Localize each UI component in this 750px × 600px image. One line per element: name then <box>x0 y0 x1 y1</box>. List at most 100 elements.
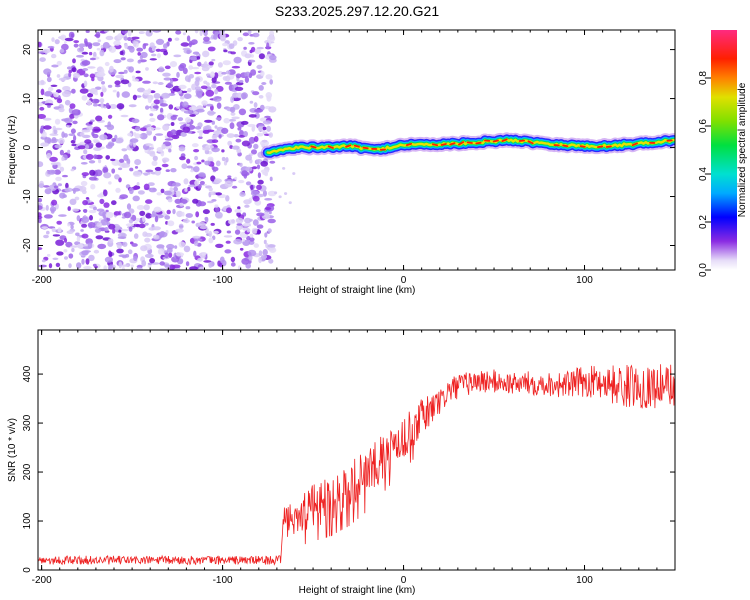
noise-blob <box>251 227 258 234</box>
noise-blob <box>174 37 180 41</box>
noise-blob <box>231 145 240 150</box>
noise-blob <box>168 148 172 153</box>
noise-blob <box>38 41 42 48</box>
noise-blob <box>260 160 269 167</box>
noise-blob <box>167 37 172 42</box>
noise-blob <box>127 249 133 255</box>
noise-blob <box>102 166 109 174</box>
noise-blob <box>249 218 253 222</box>
noise-blob <box>81 172 90 177</box>
ridge-peak <box>458 141 465 146</box>
noise-blob <box>198 172 206 177</box>
noise-blob <box>234 86 244 91</box>
noise-blob <box>89 57 96 61</box>
noise-blob <box>87 92 94 98</box>
noise-blob <box>166 247 173 254</box>
x-tick-label: -200 <box>32 275 52 286</box>
noise-blob <box>76 54 84 58</box>
noise-blob <box>50 162 59 166</box>
noise-blob <box>138 223 146 229</box>
snr-y-label: SNR (10 * v/v) <box>7 418 18 482</box>
noise-blob <box>254 108 263 113</box>
noise-blob <box>128 66 135 73</box>
noise-blob <box>92 263 97 267</box>
y-tick-label: -10 <box>22 189 33 204</box>
noise-blob <box>153 99 161 105</box>
noise-blob <box>235 138 242 143</box>
noise-blob <box>212 96 222 102</box>
noise-blob <box>166 209 171 215</box>
noise-blob <box>105 209 109 213</box>
noise-blob <box>144 232 153 237</box>
noise-blob <box>95 142 103 148</box>
noise-blob <box>235 217 244 224</box>
spectrogram-frame <box>37 29 676 271</box>
noise-blob <box>95 31 101 39</box>
noise-blob <box>238 80 244 83</box>
noise-blob <box>137 60 142 64</box>
noise-blob <box>81 134 91 139</box>
noise-blob <box>178 84 187 90</box>
noise-blob <box>118 229 122 233</box>
noise-blob <box>146 124 152 127</box>
noise-blob <box>227 140 233 146</box>
noise-blob <box>268 132 273 138</box>
noise-blob <box>252 166 258 170</box>
noise-blob <box>170 115 177 120</box>
noise-blob <box>262 126 267 131</box>
noise-blob <box>145 105 150 110</box>
x-tick-label: -200 <box>32 575 52 586</box>
noise-blob <box>258 250 263 257</box>
noise-blob <box>81 189 87 195</box>
noise-blob <box>63 249 68 253</box>
noise-blob <box>68 253 74 259</box>
noise-blob <box>185 261 190 267</box>
noise-blob <box>61 43 69 51</box>
noise-blob <box>113 40 121 46</box>
noise-blob <box>64 37 74 42</box>
noise-blob <box>133 233 139 239</box>
noise-blob <box>257 179 264 185</box>
noise-blob <box>144 222 149 226</box>
noise-blob <box>91 77 95 82</box>
noise-blob <box>202 209 210 215</box>
noise-blob <box>267 228 272 233</box>
noise-blob <box>191 220 195 224</box>
noise-blob <box>131 118 140 124</box>
noise-blob <box>205 89 215 97</box>
noise-blob <box>180 108 186 112</box>
noise-blob <box>38 183 45 189</box>
spectrogram-noise-region <box>38 30 296 270</box>
noise-blob <box>248 114 257 118</box>
noise-blob <box>218 134 222 139</box>
x-tick-label: 100 <box>576 275 593 286</box>
noise-blob <box>89 215 93 221</box>
noise-blob <box>108 181 112 185</box>
noise-blob <box>76 235 81 243</box>
noise-blob <box>43 185 50 188</box>
noise-blob <box>179 156 186 161</box>
noise-blob <box>236 223 243 226</box>
noise-blob <box>212 166 219 172</box>
noise-blob <box>256 132 264 137</box>
noise-blob <box>250 46 256 53</box>
noise-blob <box>47 45 55 49</box>
noise-blob <box>228 43 235 49</box>
noise-blob <box>163 50 169 56</box>
noise-blob <box>88 51 93 56</box>
noise-blob <box>106 124 115 131</box>
noise-blob <box>132 94 137 101</box>
noise-blob <box>247 249 257 257</box>
noise-blob <box>219 32 226 40</box>
noise-blob <box>183 93 192 99</box>
noise-blob <box>186 165 193 169</box>
noise-blob <box>127 82 132 88</box>
noise-blob <box>258 53 265 60</box>
ridge-peak <box>562 144 569 148</box>
noise-blob <box>145 199 153 204</box>
noise-blob <box>119 194 128 200</box>
noise-blob <box>205 216 209 223</box>
noise-blob <box>66 66 72 70</box>
noise-blob <box>174 198 182 204</box>
